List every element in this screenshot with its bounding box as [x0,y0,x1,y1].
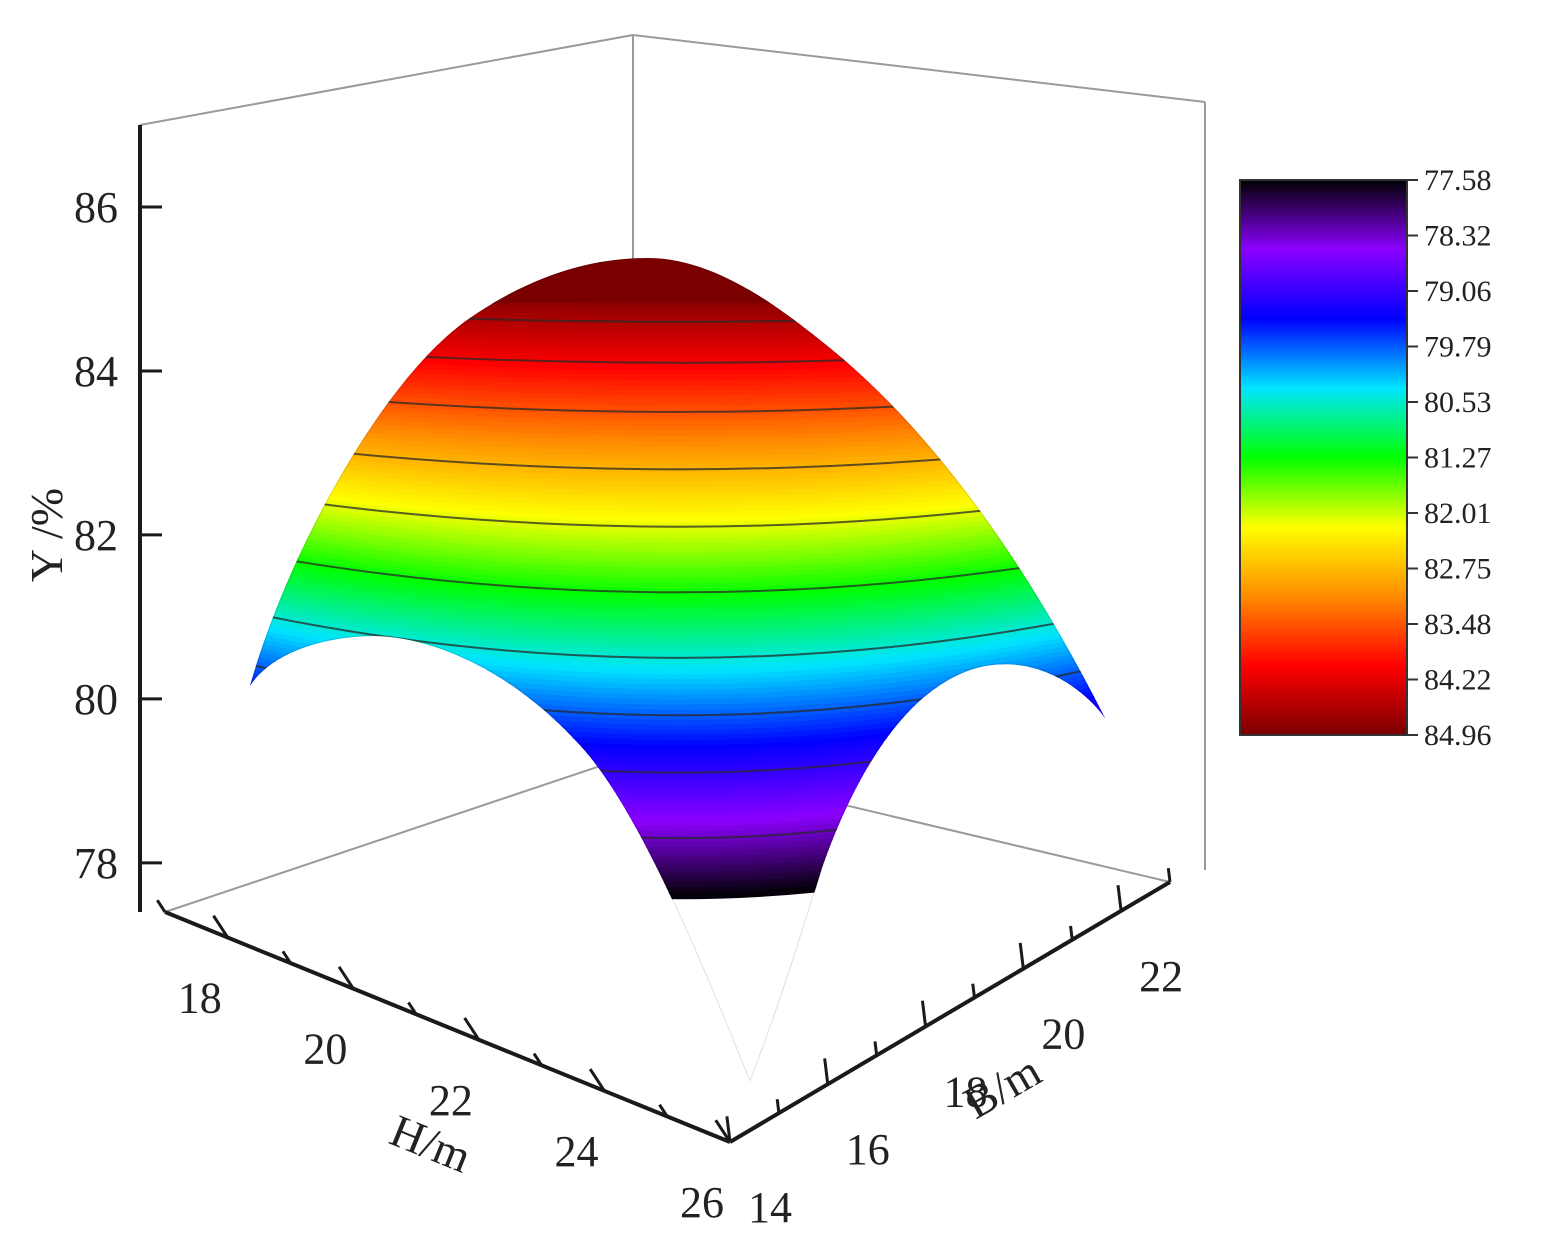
box-edge-floor-back-left [164,754,634,913]
y-tick-mark [873,1041,879,1056]
x-tick-mark [407,1001,418,1016]
y-tick-mark [971,983,976,998]
y-axis-line [728,880,1172,1144]
colorbar-label: 84.96 [1424,719,1492,752]
x-tick-label: 24 [554,1127,598,1176]
y-tick-label: 18 [944,1067,988,1116]
colorbar-label: 79.79 [1424,331,1492,364]
colorbar-label: 84.22 [1424,664,1492,697]
response-surface [250,258,1105,1082]
colorbar-label: 82.75 [1424,553,1492,586]
y-tick-mark [725,1116,732,1143]
colorbar-label: 82.01 [1424,497,1492,530]
z-tick-label: 78 [74,839,118,888]
contour-line [250,600,1105,659]
x-tick-label: 20 [303,1025,347,1074]
y-tick-mark [1166,867,1172,883]
x-tick-mark [212,914,230,939]
colorbar-bar [1239,179,1408,736]
x-tick-mark [532,1052,543,1067]
colorbar: 77.58 78.32 79.06 79.79 80.53 81.27 82.01 82.75… [1239,164,1492,752]
colorbar-label: 81.27 [1424,442,1492,475]
colorbar-ticks: 77.58 78.32 79.06 79.79 80.53 81.27 82.01 82.75… [1407,164,1492,752]
x-tick-label: 26 [680,1178,724,1227]
surface-peak-fill [250,258,1105,303]
y-tick-mark [1069,925,1074,940]
x-tick-mark [156,899,167,913]
y-tick-label: 22 [1139,952,1183,1001]
y-tick-mark [775,1099,781,1114]
colorbar-label: 80.53 [1424,386,1492,419]
x-tick-label: 22 [429,1076,473,1125]
z-tick-label: 82 [74,511,118,560]
y-tick-label: 20 [1041,1010,1085,1059]
z-axis-title: Y /% [21,488,72,582]
colorbar-label: 83.48 [1424,608,1492,641]
x-tick-mark [714,1119,732,1143]
z-tick-label: 86 [74,183,118,232]
x-tick-mark [281,950,292,964]
front-axes [138,125,1172,1144]
box-edge-top-left [139,34,634,126]
colorbar-label: 77.58 [1424,164,1492,197]
x-tick-mark [588,1068,606,1092]
colorbar-label: 78.32 [1424,220,1492,253]
y-tick-label: 14 [748,1183,792,1232]
y-tick-label: 16 [846,1125,890,1174]
colorbar-label: 79.06 [1424,275,1492,308]
y-tick-mark [1116,884,1123,912]
x-tick-mark [337,966,355,990]
x-tick-mark [658,1103,669,1118]
x-tick-mark [463,1017,481,1041]
y-tick-mark [1018,942,1025,969]
x-tick-label: 18 [178,974,222,1023]
z-tick-label: 84 [74,347,118,396]
x-axis-line [164,910,731,1144]
y-tick-mark [920,1000,928,1027]
box-edge-top-right [632,34,1206,103]
y-tick-mark [823,1058,830,1085]
z-tick-label: 80 [74,675,118,724]
axis-ticks: 78 80 82 84 86 18 20 22 24 26 14 16 18 20 22 [74,183,1183,1232]
